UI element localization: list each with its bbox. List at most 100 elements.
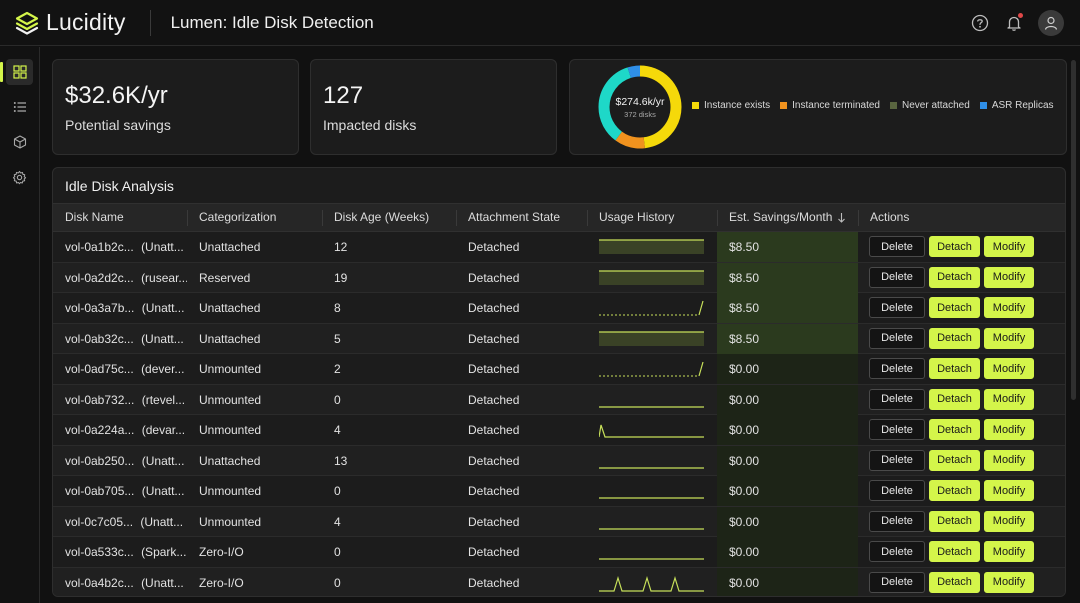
app-logo[interactable]: Lucidity [14,9,126,36]
delete-button[interactable]: Delete [869,358,925,379]
sidebar-item-resources[interactable] [6,129,33,155]
disk-name-cell[interactable]: vol-0ab32c... (Unatt... [53,324,187,354]
disk-id[interactable]: vol-0c7c05... [65,514,134,529]
table-row[interactable]: vol-0ab705... (Unatt... Unmounted 0 Detache… [53,476,1065,507]
modify-button[interactable]: Modify [984,419,1034,440]
table-row[interactable]: vol-0a3a7b... (Unatt... Unattached 8 Detach… [53,293,1065,324]
disk-id[interactable]: vol-0ab732... [65,392,135,407]
detach-button[interactable]: Detach [929,419,980,440]
sidebar-item-dashboard[interactable] [0,59,33,85]
table-row[interactable]: vol-0a1b2c... (Unatt... Unattached 12 Detac… [53,232,1065,263]
disk-name-cell[interactable]: vol-0a4b2c... (Unatt... [53,568,187,597]
donut-segment-instance-terminated[interactable] [598,65,682,149]
column-header-est-savings-month[interactable]: Est. Savings/Month [729,210,833,224]
disk-name-cell[interactable]: vol-0c7c05... (Unatt... [53,507,187,537]
delete-button[interactable]: Delete [869,388,925,410]
legend-item[interactable]: ASR Replicas [979,100,1054,111]
table-row[interactable]: vol-0ab732... (rtevel... Unmounted 0 Detach… [53,384,1065,415]
disk-name-cell[interactable]: vol-0a1b2c... (Unatt... [53,232,187,262]
delete-button[interactable]: Delete [869,541,925,562]
delete-button[interactable]: Delete [869,449,925,471]
detach-button[interactable]: Detach [929,236,980,257]
modify-button[interactable]: Modify [984,510,1034,532]
delete-button[interactable]: Delete [869,571,925,593]
modify-button[interactable]: Modify [984,327,1034,349]
modify-button[interactable]: Modify [984,541,1034,562]
detach-button[interactable]: Detach [929,388,980,410]
page-scrollbar[interactable] [1071,60,1076,400]
column-header-actions[interactable]: Actions [870,210,910,224]
disk-id[interactable]: vol-0ad75c... [65,362,134,376]
modify-button[interactable]: Modify [984,297,1034,318]
detach-button[interactable]: Detach [929,358,980,379]
modify-button[interactable]: Modify [984,388,1034,410]
sidebar-item-list[interactable] [6,94,33,120]
disk-name-cell[interactable]: vol-0a2d2c... (rusear... [53,263,187,293]
table-row[interactable]: vol-0a533c... (Spark... Zero-I/O 0 Detached… [53,537,1065,568]
delete-button[interactable]: Delete [869,510,925,532]
modify-button[interactable]: Modify [984,480,1034,501]
detach-button[interactable]: Detach [929,571,980,593]
detach-button[interactable]: Detach [929,541,980,562]
disk-id[interactable]: vol-0a2d2c... [65,270,134,285]
disk-id[interactable]: vol-0ab705... [65,484,135,498]
bell-icon[interactable] [1004,13,1024,33]
modify-button[interactable]: Modify [984,266,1034,288]
delete-button[interactable]: Delete [869,297,925,318]
disk-id[interactable]: vol-0ab32c... [65,331,134,346]
disk-name-cell[interactable]: vol-0a224a... (devar... [53,415,187,445]
disk-id[interactable]: vol-0a4b2c... [65,575,134,590]
sidebar-item-settings[interactable] [6,164,33,190]
legend-item[interactable]: Instance exists [692,100,770,111]
detach-button[interactable]: Detach [929,266,980,288]
column-header-disk-age-weeks[interactable]: Disk Age (Weeks) [334,210,430,224]
delete-button[interactable]: Delete [869,419,925,440]
donut-segment-never-attached[interactable] [598,65,682,149]
disk-id[interactable]: vol-0a224a... [65,423,135,437]
delete-button[interactable]: Delete [869,480,925,501]
column-header-usage-history[interactable]: Usage History [599,210,675,224]
donut-segment-asr-replicas[interactable] [598,65,682,149]
disk-name-cell[interactable]: vol-0ab732... (rtevel... [53,385,187,415]
disk-name-cell[interactable]: vol-0a533c... (Spark... [53,537,187,567]
page-title: Lumen: Idle Disk Detection [170,12,374,32]
disk-name-cell[interactable]: vol-0ab705... (Unatt... [53,476,187,506]
table-row[interactable]: vol-0ab32c... (Unatt... Unattached 5 Detach… [53,323,1065,354]
user-avatar[interactable] [1038,10,1064,36]
column-header-attachment-state[interactable]: Attachment State [468,210,561,224]
legend-item[interactable]: Instance terminated [780,100,880,111]
table-row[interactable]: vol-0a2d2c... (rusear... Reserved 19 Detach… [53,262,1065,293]
modify-button[interactable]: Modify [984,236,1034,257]
disk-id[interactable]: vol-0a1b2c... [65,240,134,254]
modify-button[interactable]: Modify [984,571,1034,593]
disk-name-cell[interactable]: vol-0ab250... (Unatt... [53,446,187,476]
delete-button[interactable]: Delete [869,236,925,257]
detach-button[interactable]: Detach [929,480,980,501]
detach-button[interactable]: Detach [929,327,980,349]
table-row[interactable]: vol-0c7c05... (Unatt... Unmounted 4 Detache… [53,506,1065,537]
row-actions: Delete Detach Modify [869,266,1034,288]
disk-age-cell: 13 [334,453,348,468]
column-header-categorization[interactable]: Categorization [199,210,277,224]
delete-button[interactable]: Delete [869,266,925,288]
modify-button[interactable]: Modify [984,358,1034,379]
savings-cell-bg [717,293,858,323]
table-row[interactable]: vol-0a224a... (devar... Unmounted 4 Detache… [53,415,1065,446]
table-row[interactable]: vol-0ab250... (Unatt... Unattached 13 Detac… [53,445,1065,476]
table-row[interactable]: vol-0ad75c... (dever... Unmounted 2 Detache… [53,354,1065,385]
detach-button[interactable]: Detach [929,449,980,471]
detach-button[interactable]: Detach [929,510,980,532]
disk-name-cell[interactable]: vol-0a3a7b... (Unatt... [53,293,187,323]
table-row[interactable]: vol-0a4b2c... (Unatt... Zero-I/O 0 Detached… [53,567,1065,597]
legend-item[interactable]: Never attached [889,100,970,111]
help-icon[interactable] [970,13,990,33]
modify-button[interactable]: Modify [984,449,1034,471]
column-header-disk-name[interactable]: Disk Name [65,210,124,224]
disk-id[interactable]: vol-0ab250... [65,453,135,468]
sort-arrow-down-icon[interactable] [837,211,846,229]
detach-button[interactable]: Detach [929,297,980,318]
delete-button[interactable]: Delete [869,327,925,349]
disk-id[interactable]: vol-0a533c... [65,545,134,559]
disk-name-cell[interactable]: vol-0ad75c... (dever... [53,354,187,384]
disk-id[interactable]: vol-0a3a7b... [65,301,135,315]
